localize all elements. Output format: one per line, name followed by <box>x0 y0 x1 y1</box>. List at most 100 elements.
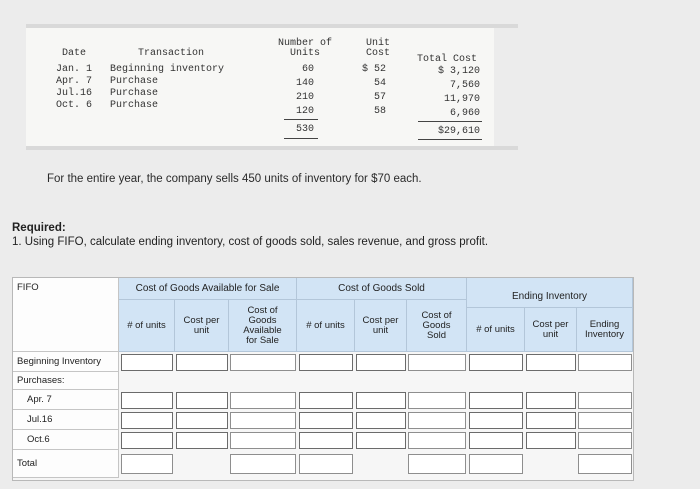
col-end-cost-per-unit: Cost per unit <box>525 308 577 352</box>
row-unit-cost: 57 <box>373 92 386 103</box>
col-avail-units: # of units <box>119 300 175 352</box>
row-total-cost: 6,960 <box>449 108 480 119</box>
oct6-avail-units-input[interactable] <box>121 432 173 449</box>
col-sold-cost-line: Sold <box>426 329 446 341</box>
row-units: 210 <box>295 92 314 103</box>
row-transaction: Purchase <box>110 76 159 87</box>
beginning-end-units-input[interactable] <box>469 354 523 371</box>
bottom-gray-bar <box>26 146 518 150</box>
col-end-units: # of units <box>467 308 525 352</box>
transaction-table: Date Transaction Number of Units Unit Co… <box>26 24 518 150</box>
jul16-avail-cost-cell <box>230 412 296 429</box>
fifo-worksheet: FIFO Cost of Goods Available for Sale Co… <box>12 277 634 481</box>
jul16-sold-units-input[interactable] <box>299 412 353 429</box>
row-total-cost: 11,970 <box>443 94 480 105</box>
jul16-end-cost-per-unit-input[interactable] <box>526 412 576 429</box>
required-title: Required: <box>12 222 66 234</box>
row-date: Apr. 7 <box>56 76 93 87</box>
jul16-end-units-input[interactable] <box>469 412 523 429</box>
total-end-units-cell <box>469 454 523 474</box>
row-label-oct6: Oct.6 <box>13 430 119 450</box>
oct6-end-cost-per-unit-input[interactable] <box>526 432 576 449</box>
jul16-avail-units-input[interactable] <box>121 412 173 429</box>
apr7-avail-units-input[interactable] <box>121 392 173 409</box>
beginning-sold-units-input[interactable] <box>299 354 353 371</box>
col-avail-cost-line: Cost of <box>247 304 278 316</box>
group-sold: Cost of Goods Sold <box>297 278 467 300</box>
total-avail-cost-cell <box>230 454 296 474</box>
apr7-avail-cost-per-unit-input[interactable] <box>176 392 228 409</box>
header-units-1: Number of <box>277 38 332 49</box>
method-label: FIFO <box>17 282 39 293</box>
col-avail-cost-line: Available <box>243 324 282 336</box>
header-date: Date <box>62 48 87 59</box>
header-total-cost: Total Cost <box>416 54 477 65</box>
total-sold-cost-cell <box>408 454 466 474</box>
beginning-avail-units-input[interactable] <box>121 354 173 371</box>
oct6-end-inventory-cell <box>578 432 632 449</box>
apr7-end-inventory-cell <box>578 392 632 409</box>
oct6-avail-cost-per-unit-input[interactable] <box>176 432 228 449</box>
beginning-avail-cost-cell <box>230 354 296 371</box>
row-total-cost: 7,560 <box>449 80 480 91</box>
top-gray-bar <box>26 24 518 28</box>
row-unit-cost: 54 <box>373 78 386 89</box>
units-underline <box>284 119 318 120</box>
col-avail-cost-line: for Sale <box>246 334 279 346</box>
oct6-sold-cost-per-unit-input[interactable] <box>356 432 406 449</box>
apr7-sold-cost-per-unit-input[interactable] <box>356 392 406 409</box>
col-end-inventory: Ending Inventory <box>577 308 633 352</box>
header-unit-cost-2: Cost <box>365 48 390 59</box>
method-label-cell: FIFO <box>13 278 119 352</box>
row-units: 60 <box>301 64 314 75</box>
problem-statement: For the entire year, the company sells 4… <box>47 173 422 185</box>
header-unit-cost-1: Unit <box>365 38 390 49</box>
col-end-inventory-line: Ending <box>589 318 620 330</box>
row-date: Jul.16 <box>56 88 93 99</box>
apr7-avail-cost-cell <box>230 392 296 409</box>
total-end-inventory-cell <box>578 454 632 474</box>
row-date: Jan. 1 <box>56 64 93 75</box>
apr7-sold-cost-cell <box>408 392 466 409</box>
jul16-sold-cost-cell <box>408 412 466 429</box>
row-label-total: Total <box>13 450 119 478</box>
apr7-end-units-input[interactable] <box>469 392 523 409</box>
row-date: Oct. 6 <box>56 100 93 111</box>
beginning-end-cost-per-unit-input[interactable] <box>526 354 576 371</box>
header-units-2: Units <box>289 48 320 59</box>
beginning-sold-cost-cell <box>408 354 466 371</box>
row-transaction: Purchase <box>110 88 159 99</box>
beginning-sold-cost-per-unit-input[interactable] <box>356 354 406 371</box>
header-transaction: Transaction <box>138 48 205 59</box>
required-text: 1. Using FIFO, calculate ending inventor… <box>12 236 489 248</box>
col-avail-cost-line: Goods <box>248 314 277 326</box>
col-sold-cost-line: Goods <box>422 319 451 331</box>
row-label-purchases: Purchases: <box>13 372 119 390</box>
col-avail-cost-per-unit: Cost per unit <box>175 300 229 352</box>
total-sold-units-cell <box>299 454 353 474</box>
row-units: 120 <box>295 106 314 117</box>
group-available: Cost of Goods Available for Sale <box>119 278 297 300</box>
row-unit-cost: 58 <box>373 106 386 117</box>
total-cost: $29,610 <box>437 126 480 137</box>
beginning-avail-cost-per-unit-input[interactable] <box>176 354 228 371</box>
apr7-sold-units-input[interactable] <box>299 392 353 409</box>
row-unit-cost: $ 52 <box>361 64 386 75</box>
jul16-end-inventory-cell <box>578 412 632 429</box>
total-avail-units-cell <box>121 454 173 474</box>
apr7-end-cost-per-unit-input[interactable] <box>526 392 576 409</box>
col-sold-cost-per-unit: Cost per unit <box>355 300 407 352</box>
total-units: 530 <box>295 124 314 135</box>
oct6-end-units-input[interactable] <box>469 432 523 449</box>
cost-double-underline <box>418 139 482 140</box>
col-sold-cost-line: Cost of <box>421 309 452 321</box>
row-total-cost: $ 3,120 <box>437 66 480 77</box>
row-label-beginning: Beginning Inventory <box>13 352 119 372</box>
row-label-jul16: Jul.16 <box>13 410 119 430</box>
oct6-sold-units-input[interactable] <box>299 432 353 449</box>
jul16-avail-cost-per-unit-input[interactable] <box>176 412 228 429</box>
jul16-sold-cost-per-unit-input[interactable] <box>356 412 406 429</box>
oct6-sold-cost-cell <box>408 432 466 449</box>
col-sold-cost: Cost of Goods Sold <box>407 300 467 352</box>
row-units: 140 <box>295 78 314 89</box>
